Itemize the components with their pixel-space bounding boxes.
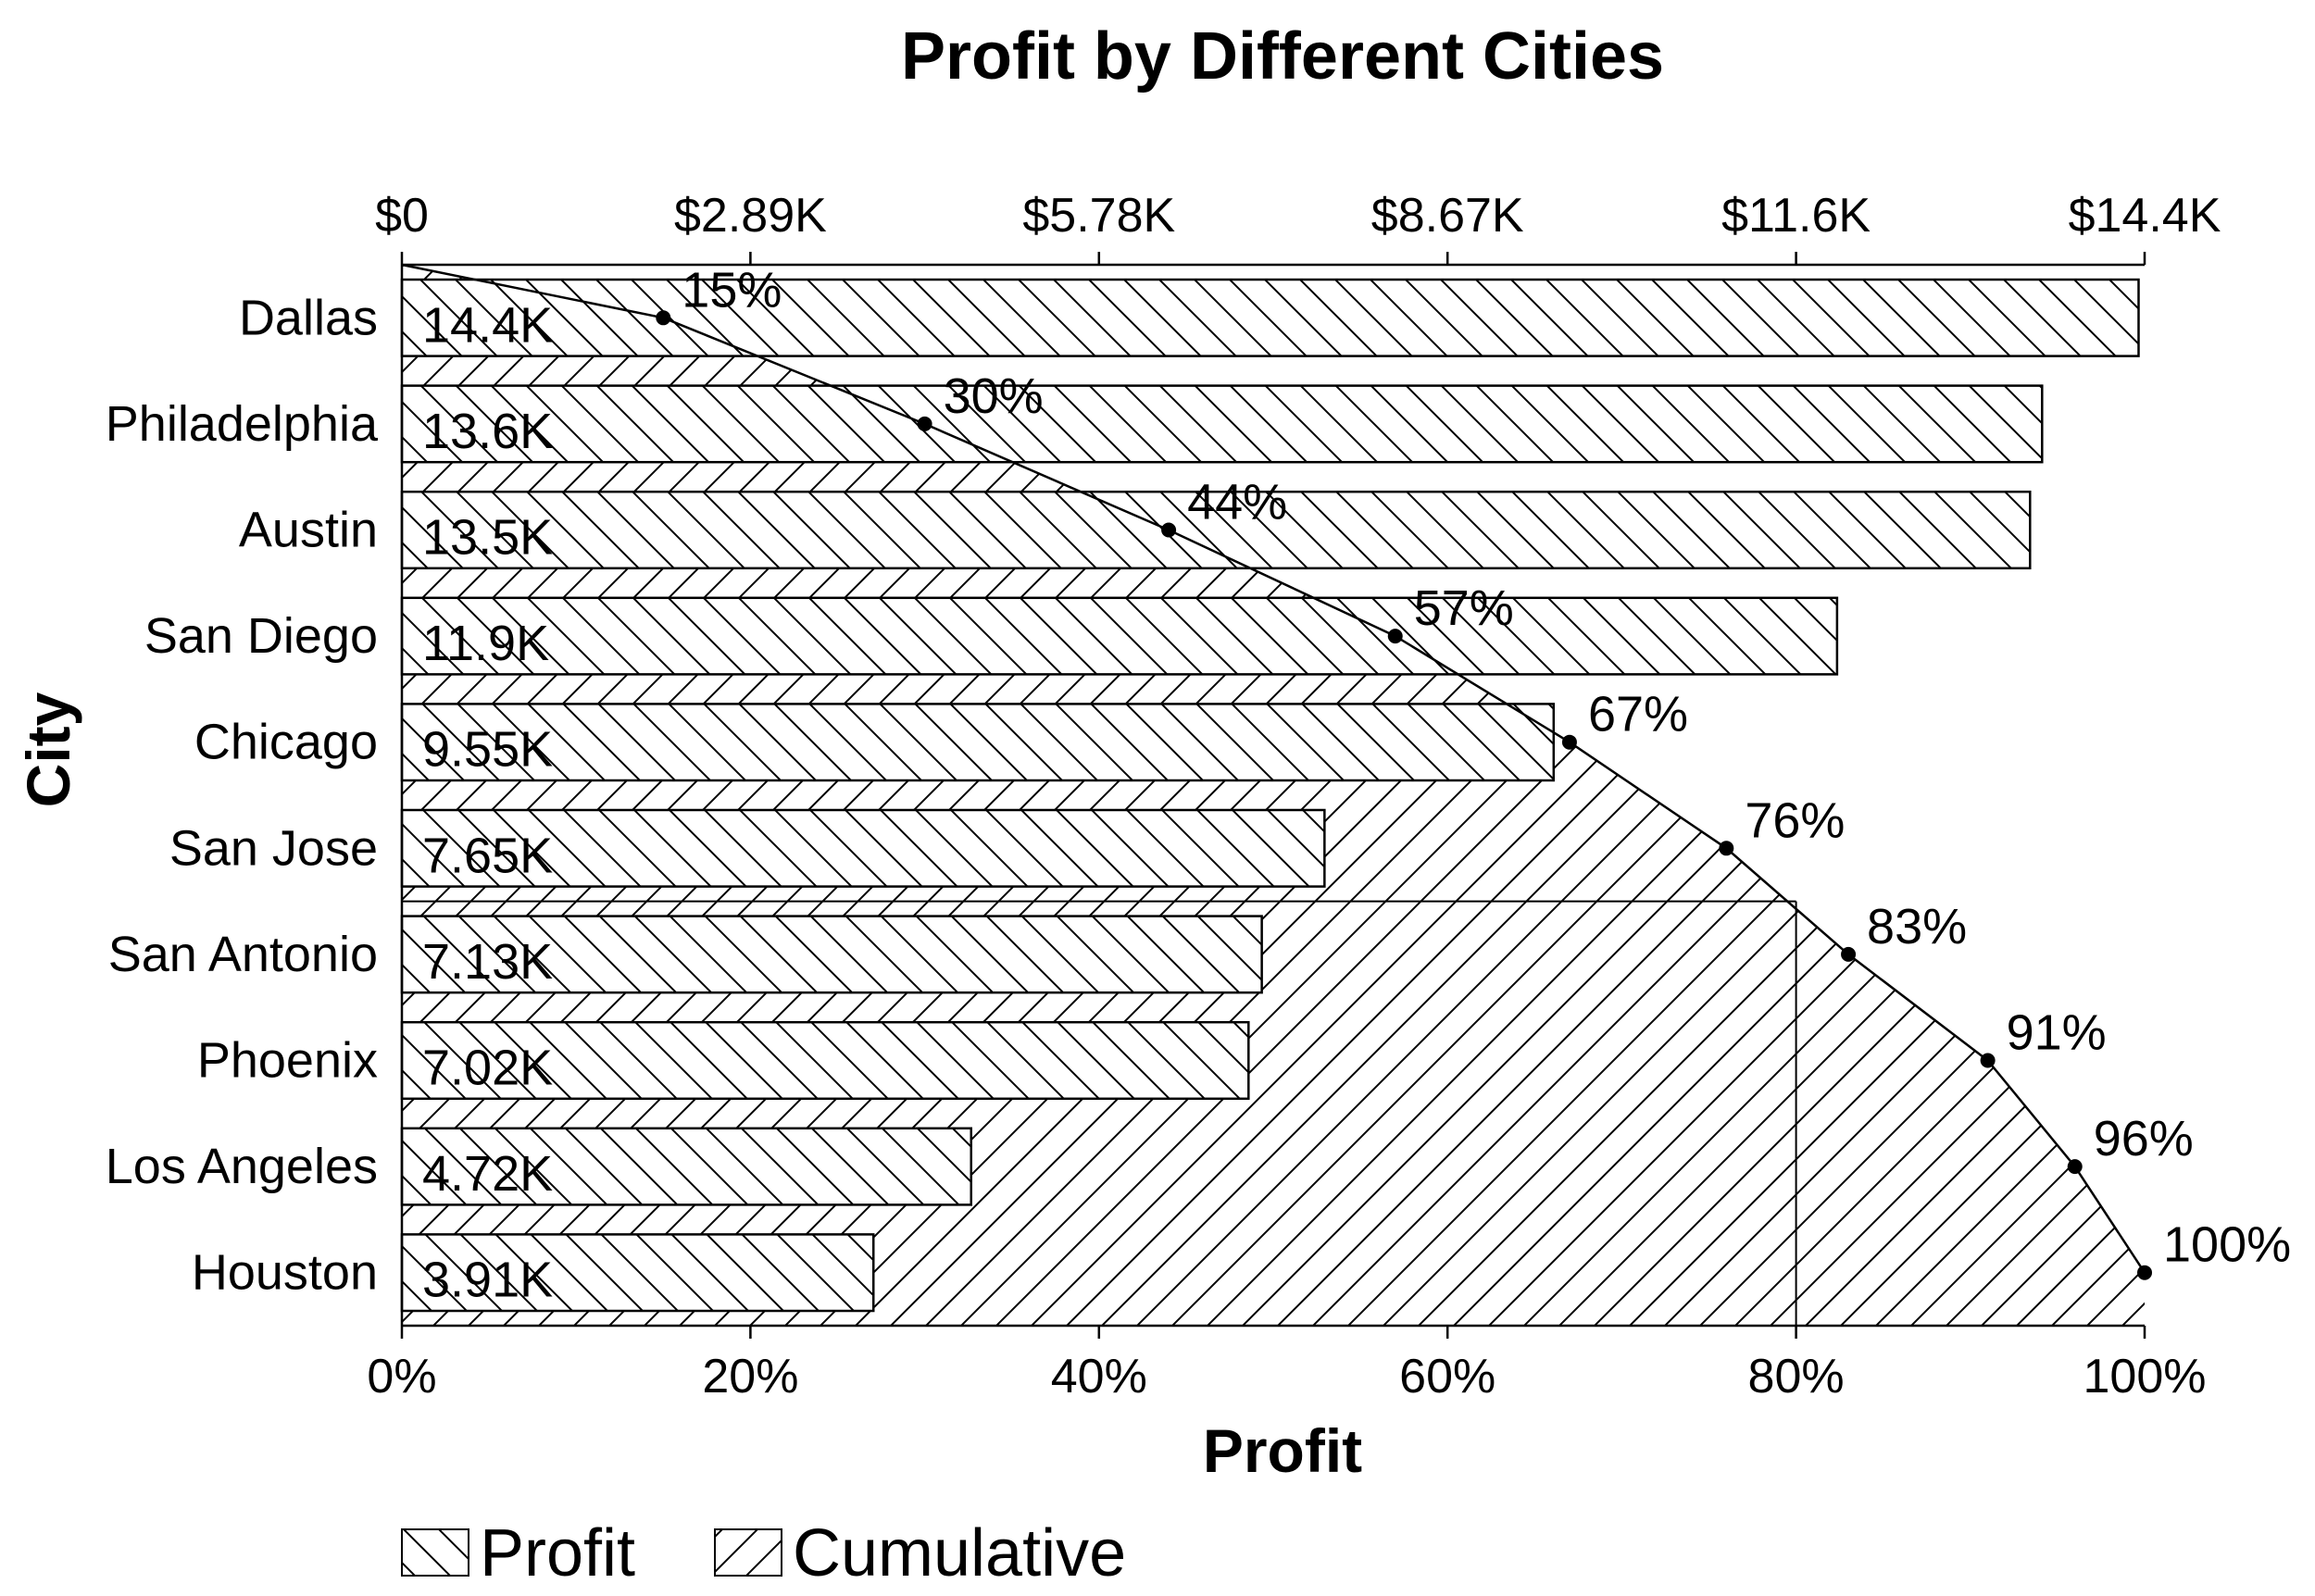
bottom-axis-tick-label: 0% — [367, 1350, 436, 1403]
category-label: San Antonio — [108, 927, 378, 982]
profit-bar[interactable] — [400, 596, 1839, 676]
legend-label-cumulative: Cumulative — [793, 1516, 1126, 1590]
bar-value-label: 14.4K — [422, 297, 553, 353]
cumulative-percent-label: 44% — [1187, 475, 1287, 530]
bar-value-label: 13.5K — [422, 510, 553, 566]
cumulative-point[interactable] — [1980, 1053, 1996, 1068]
bottom-axis-tick-label: 100% — [2084, 1350, 2207, 1403]
cumulative-point[interactable] — [1561, 734, 1577, 750]
bar-value-label: 7.02K — [422, 1041, 553, 1096]
top-axis-tick-label: $5.78K — [1022, 189, 1175, 243]
cumulative-point[interactable] — [1387, 629, 1403, 644]
bottom-axis-tick-label: 20% — [702, 1350, 798, 1403]
cumulative-percent-label: 83% — [1867, 899, 1967, 954]
bar-value-label: 9.55K — [422, 722, 553, 778]
y-axis-title: City — [14, 692, 82, 807]
profit-bar[interactable] — [400, 278, 2140, 357]
cumulative-point[interactable] — [1161, 522, 1177, 538]
bar-value-label: 11.9K — [422, 616, 549, 671]
top-axis-tick-label: $8.67K — [1371, 189, 1524, 243]
x-axis-title: Profit — [1203, 1416, 1362, 1485]
cumulative-percent-label: 91% — [2007, 1005, 2107, 1061]
profit-bar[interactable] — [400, 490, 2032, 570]
cumulative-percent-label: 30% — [944, 368, 1044, 424]
profit-bar[interactable] — [400, 703, 1556, 782]
bar-value-label: 7.65K — [422, 828, 553, 883]
legend-label-profit: Profit — [480, 1516, 635, 1590]
category-label: Houston — [192, 1245, 378, 1301]
category-label: San Diego — [144, 608, 378, 664]
category-label: Los Angeles — [106, 1139, 378, 1194]
chart-title: Profit by Different Cities — [901, 19, 1664, 94]
cumulative-percent-label: 100% — [2163, 1217, 2291, 1273]
bottom-axis-tick-label: 40% — [1051, 1350, 1147, 1403]
bottom-axis-tick-label: 60% — [1399, 1350, 1495, 1403]
top-axis-tick-label: $2.89K — [674, 189, 827, 243]
cumulative-point[interactable] — [1841, 946, 1857, 962]
legend-swatch-cumulative — [714, 1528, 782, 1577]
category-label: Austin — [239, 503, 378, 558]
cumulative-point[interactable] — [2067, 1159, 2083, 1175]
profit-bar[interactable] — [400, 808, 1326, 888]
legend-swatch-profit — [401, 1528, 469, 1577]
profit-bar[interactable] — [400, 1020, 1250, 1101]
bar-value-label: 13.6K — [422, 404, 553, 459]
profit-bar[interactable] — [400, 384, 2044, 464]
profit-bar[interactable] — [400, 1127, 972, 1206]
cumulative-point[interactable] — [1719, 841, 1734, 856]
cumulative-point[interactable] — [656, 310, 671, 326]
bottom-axis-tick-label: 80% — [1748, 1350, 1845, 1403]
category-label: Dallas — [239, 290, 378, 345]
cumulative-point[interactable] — [2137, 1265, 2152, 1280]
top-axis-tick-label: $0 — [375, 189, 429, 243]
cumulative-percent-label: 67% — [1588, 687, 1688, 742]
top-axis-tick-label: $14.4K — [2069, 189, 2221, 243]
legend: Profit Cumulative — [401, 1516, 1126, 1590]
cumulative-point[interactable] — [917, 416, 932, 431]
axes-layer: Dallas Philadelphia Austin San Diego Chicago… — [106, 189, 2221, 1403]
category-label: Chicago — [194, 715, 378, 770]
cumulative-percent-label: 15% — [682, 262, 782, 318]
cumulative-percent-label: 76% — [1745, 792, 1845, 848]
category-label: San Jose — [169, 820, 378, 876]
top-axis-tick-label: $11.6K — [1721, 189, 1871, 243]
bar-value-label: 4.72K — [422, 1146, 553, 1202]
category-label: Philadelphia — [106, 396, 379, 452]
cumulative-percent-label: 57% — [1414, 580, 1514, 636]
bar-value-label: 7.13K — [422, 934, 553, 990]
bar-value-label: 3.91K — [422, 1253, 553, 1308]
category-label: Phoenix — [197, 1033, 378, 1089]
cumulative-line-layer: 15% 30% 44% 57% 67% 76% 83% 91% 96% 100% — [401, 262, 2291, 1280]
cumulative-percent-label: 96% — [2094, 1111, 2194, 1166]
profit-bars-layer: 14.4K 13.6K 13.5K 11.9K 9.55K 7.65K 7.13K 7.02K… — [400, 278, 2140, 1313]
